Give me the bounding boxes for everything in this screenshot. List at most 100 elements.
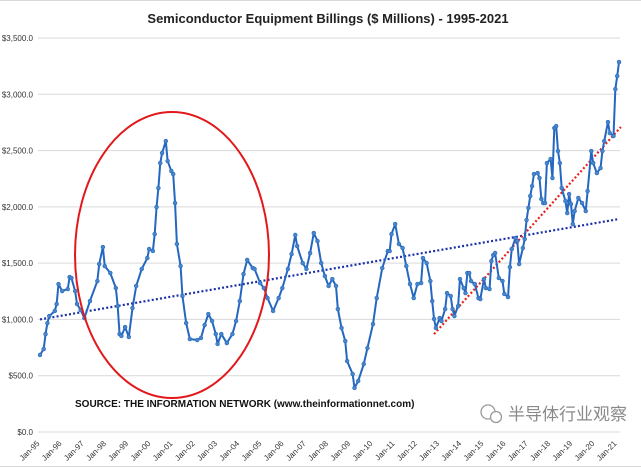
data-point — [158, 160, 163, 166]
data-point — [430, 298, 435, 304]
data-point — [566, 191, 572, 197]
x-tick-label: Jan-00 — [129, 439, 153, 463]
data-point — [528, 193, 533, 199]
x-tick-label: Jan-20 — [573, 439, 597, 463]
data-point — [613, 86, 618, 92]
x-tick-label: Jan-97 — [62, 439, 86, 463]
data-point — [113, 285, 119, 291]
data-point — [119, 333, 124, 339]
data-point — [531, 171, 537, 177]
data-point — [589, 148, 594, 154]
data-point — [457, 276, 463, 282]
x-tick-label: Jan-10 — [351, 439, 375, 463]
data-point — [550, 175, 555, 181]
data-point — [539, 196, 544, 202]
data-point — [307, 250, 313, 256]
data-point — [134, 283, 139, 289]
data-point — [183, 320, 189, 326]
data-point — [418, 280, 424, 286]
data-point — [572, 208, 577, 214]
data-point — [74, 301, 80, 307]
data-point — [352, 385, 357, 391]
data-point — [293, 232, 298, 238]
data-point — [198, 335, 204, 341]
data-point — [559, 185, 564, 191]
data-point — [69, 275, 74, 281]
data-point — [311, 230, 316, 236]
data-point — [322, 273, 328, 279]
data-point — [122, 324, 128, 330]
data-point — [43, 331, 48, 337]
data-point — [52, 308, 57, 314]
data-point — [404, 263, 409, 269]
data-point — [237, 298, 243, 304]
y-tick-label: $500.0 — [9, 372, 34, 381]
data-point — [472, 281, 477, 287]
data-point — [396, 241, 402, 247]
y-tick-label: $2,500.0 — [2, 147, 34, 156]
trendline-long-term — [39, 217, 620, 321]
watermark-text: 半导体行业观察 — [508, 405, 627, 425]
data-point — [319, 260, 324, 266]
data-point — [304, 266, 309, 272]
data-point — [407, 281, 413, 287]
y-tick-label: $3,500.0 — [2, 34, 34, 43]
y-axis-ticks: $0.0 $500.0 $1,000.0 $1,500.0 $2,000.0 $2,500… — [2, 34, 34, 437]
data-point — [444, 290, 450, 296]
x-tick-label: Jan-03 — [195, 439, 219, 463]
y-tick-label: $0.0 — [17, 428, 33, 437]
data-point — [565, 210, 570, 216]
data-point — [45, 320, 50, 326]
data-point — [130, 305, 135, 311]
x-tick-label: Jan-18 — [528, 439, 552, 463]
data-point — [350, 371, 355, 377]
highlight-ellipse — [74, 111, 270, 399]
data-point — [492, 250, 498, 256]
data-point — [146, 246, 152, 252]
data-point — [468, 278, 474, 284]
x-axis-ticks: Jan-95Jan-96Jan-97Jan-98Jan-99Jan-00Jan-… — [18, 439, 619, 463]
x-tick-label: Jan-01 — [151, 439, 175, 463]
data-point — [126, 334, 132, 340]
data-point — [500, 278, 505, 284]
data-point — [535, 170, 540, 176]
data-point — [326, 283, 331, 289]
data-point — [270, 308, 276, 314]
y-tick-label: $3,000.0 — [2, 90, 34, 99]
data-point — [568, 201, 574, 207]
data-point — [172, 200, 178, 206]
series-line — [39, 61, 621, 389]
data-point — [516, 261, 522, 267]
data-point — [489, 258, 494, 264]
data-point — [230, 331, 235, 337]
data-point — [215, 341, 220, 347]
trendlines — [39, 126, 622, 335]
data-point — [100, 244, 106, 250]
data-point — [361, 361, 366, 367]
series-billings — [37, 59, 622, 391]
data-point — [370, 321, 376, 327]
data-point — [415, 281, 420, 287]
data-point — [393, 221, 398, 227]
data-point — [509, 246, 514, 252]
data-point — [570, 221, 575, 227]
data-point — [590, 160, 596, 166]
data-point — [180, 293, 185, 299]
data-point — [202, 322, 207, 328]
data-point — [380, 265, 385, 271]
x-tick-label: Jan-08 — [306, 439, 330, 463]
x-tick-label: Jan-15 — [462, 439, 486, 463]
data-point — [241, 271, 246, 277]
data-point — [330, 276, 335, 282]
data-point — [174, 241, 180, 247]
data-point — [576, 195, 581, 201]
data-point — [209, 318, 215, 324]
data-point — [356, 378, 361, 384]
x-tick-label: Jan-95 — [18, 439, 42, 463]
data-point — [54, 301, 59, 307]
data-point — [102, 263, 107, 269]
data-point — [483, 285, 489, 291]
data-point — [165, 158, 170, 164]
